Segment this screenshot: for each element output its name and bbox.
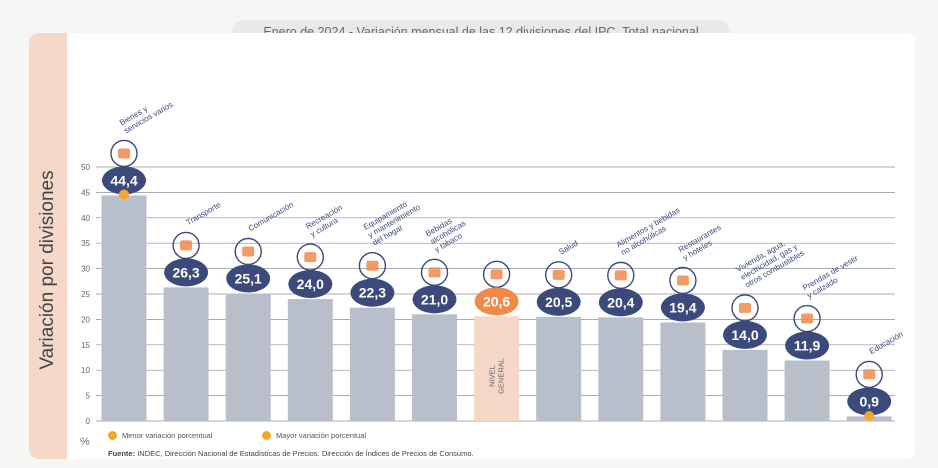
value-badge xyxy=(102,166,146,195)
data-label: 14,0 xyxy=(731,327,758,343)
nivel-general-bar-label-line: NIVEL xyxy=(488,365,497,387)
bar xyxy=(287,299,333,421)
legend-item-min: Menor variación porcentual xyxy=(108,431,212,440)
y-tick-label: 5 xyxy=(86,392,91,401)
y-tick-label: 0 xyxy=(86,417,91,426)
category-label-line: Transporte xyxy=(185,200,223,227)
value-badge xyxy=(847,387,892,416)
source-text: INDEC, Dirección Nacional de Estadística… xyxy=(137,449,474,458)
washing-machine-icon xyxy=(358,252,387,280)
legend-item-max: Mayor variación porcentual xyxy=(262,431,366,440)
source-note: Fuente: INDEC, Dirección Nacional de Est… xyxy=(108,449,474,458)
y-tick-label: 20 xyxy=(81,315,90,324)
cutlery-plate-icon xyxy=(669,266,697,295)
value-badge xyxy=(412,285,457,314)
y-tick-label: 15 xyxy=(81,341,90,350)
bar xyxy=(412,314,457,421)
bar xyxy=(349,307,395,421)
nivel-general-bar-label: NIVEL GENERAL xyxy=(488,358,506,394)
value-badge xyxy=(226,264,271,293)
lightbulb-house-icon xyxy=(731,294,759,322)
max-highlight-dot xyxy=(119,189,129,200)
bar xyxy=(536,316,582,421)
bus-icon xyxy=(172,231,200,260)
value-badge xyxy=(536,287,581,316)
min-highlight-dot xyxy=(864,411,875,421)
legend-max-label: Mayor variación porcentual xyxy=(276,431,367,440)
data-label: 20,6 xyxy=(483,293,510,309)
value-badge xyxy=(288,270,333,299)
bar xyxy=(784,360,830,421)
legend-min-dot xyxy=(108,431,117,440)
value-badge xyxy=(598,288,643,317)
legend-max-dot xyxy=(262,431,271,440)
value-badge xyxy=(164,258,209,287)
y-tick-label: 40 xyxy=(81,214,90,223)
y-tick-label: 30 xyxy=(81,265,90,274)
value-badge xyxy=(785,331,830,360)
bar xyxy=(598,317,644,421)
legend-min-label: Menor variación porcentual xyxy=(122,431,213,440)
data-label: 24,0 xyxy=(297,276,324,292)
data-label: 0,9 xyxy=(859,393,879,409)
source-label: Fuente: xyxy=(108,449,136,458)
y-tick-label: 25 xyxy=(81,290,90,299)
category-label: Vivienda, agua,electricidad, gas yotros … xyxy=(735,239,806,290)
bar xyxy=(722,349,768,421)
category-label: Comunicación xyxy=(247,200,295,233)
category-label: Salud xyxy=(557,239,579,257)
bottle-glass-icon xyxy=(420,258,449,287)
data-label: 25,1 xyxy=(235,270,262,286)
data-label: 26,3 xyxy=(172,264,199,280)
data-label: 22,3 xyxy=(359,285,386,301)
bar xyxy=(474,316,520,421)
y-unit-label: % xyxy=(80,436,90,448)
data-label: 11,9 xyxy=(794,338,821,354)
category-label-line: Comunicación xyxy=(247,200,295,233)
tools-icon xyxy=(110,139,138,168)
value-badge xyxy=(474,287,519,316)
data-label: 21,0 xyxy=(421,291,448,307)
bar xyxy=(660,322,706,421)
y-axis-label-band xyxy=(29,33,67,459)
nivel-general-bar-label-line: GENERAL xyxy=(497,358,506,394)
y-tick-label: 10 xyxy=(81,366,90,375)
value-badge xyxy=(660,293,705,322)
beach-umbrella-icon xyxy=(296,243,324,271)
data-label: 44,4 xyxy=(110,172,137,188)
value-badge xyxy=(723,320,767,349)
data-label: 20,5 xyxy=(545,294,572,310)
medical-cross-icon xyxy=(545,261,573,289)
bar xyxy=(101,195,147,421)
value-badge xyxy=(350,278,395,307)
food-chicken-icon xyxy=(607,261,635,290)
basket-icon xyxy=(482,260,511,289)
bar xyxy=(225,293,271,421)
bar xyxy=(163,287,209,421)
phone-icon xyxy=(234,237,262,266)
category-label: Educación xyxy=(868,330,905,356)
category-label-line: Educación xyxy=(868,330,905,356)
data-label: 19,4 xyxy=(669,299,696,315)
data-label: 20,4 xyxy=(607,294,634,310)
y-tick-label: 35 xyxy=(81,239,90,248)
y-tick-label: 45 xyxy=(81,188,90,197)
category-label-line: Salud xyxy=(557,239,579,257)
category-label: Transporte xyxy=(185,200,223,227)
tshirt-icon xyxy=(793,304,821,333)
y-tick-label: 50 xyxy=(81,163,90,172)
notebook-icon xyxy=(855,360,883,389)
